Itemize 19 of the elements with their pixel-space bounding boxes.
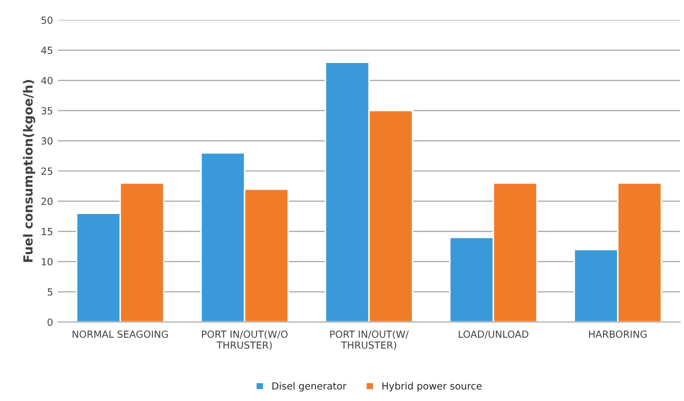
- x-tick-label: PORT IN/OUT(W/O THRUSTER): [202, 330, 288, 350]
- x-tick-label: NORMAL SEAGOING: [72, 330, 168, 338]
- x-tick-label: PORT IN/OUT(W/ THRUSTER): [330, 330, 409, 350]
- y-tick-label: 30: [42, 137, 52, 145]
- y-tick-label: 45: [41, 46, 52, 54]
- x-tick-label: LOAD/UNLOAD: [458, 330, 528, 339]
- y-tick-label: 0: [48, 318, 52, 326]
- y-axis-title: Fuel consumption(kgoe/h): [23, 80, 36, 262]
- y-tick-label: 20: [41, 198, 52, 206]
- legend-label: Disel generator: [272, 382, 346, 392]
- y-tick-label: 15: [42, 228, 52, 236]
- legend-label: Hybrid power source: [382, 382, 482, 392]
- y-tick-label: 35: [42, 107, 52, 114]
- y-tick-label: 50: [42, 16, 52, 24]
- y-tick-label: 40: [41, 76, 52, 84]
- y-tick-label: 25: [41, 167, 52, 175]
- y-tick-label: 10: [42, 258, 52, 266]
- y-tick-label: 5: [48, 288, 52, 296]
- x-tick-label: HARBORING: [589, 330, 647, 338]
